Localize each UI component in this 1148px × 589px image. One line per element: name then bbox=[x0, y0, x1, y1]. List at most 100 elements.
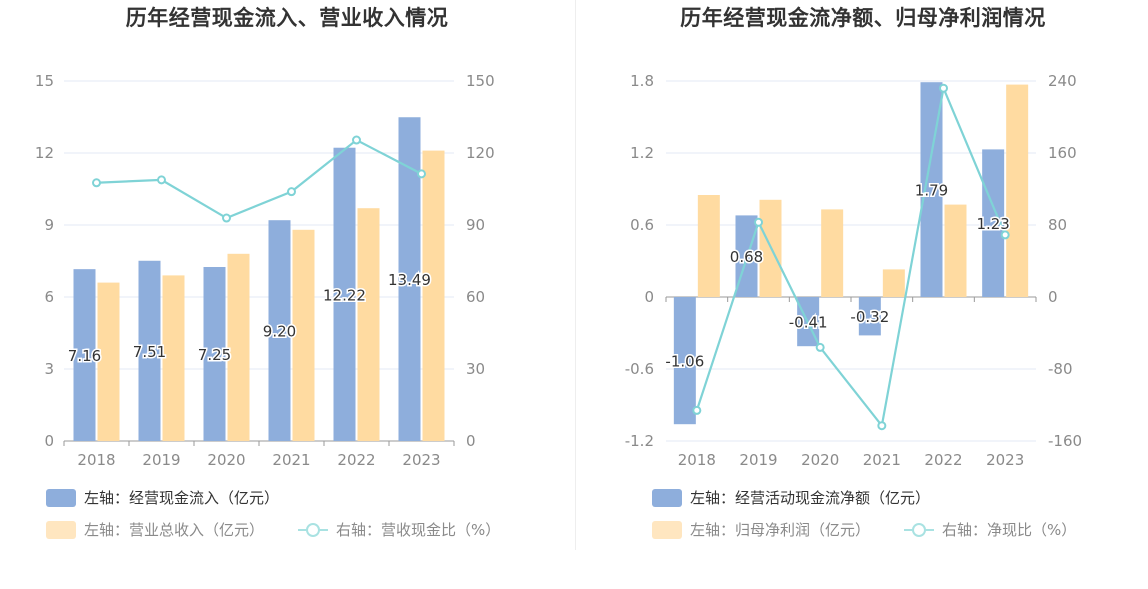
legend-label: 左轴：归母净利润（亿元） bbox=[690, 521, 871, 539]
legend-swatch bbox=[652, 488, 682, 507]
bar-series-1 bbox=[203, 267, 226, 441]
y-right-tick-label: 240 bbox=[1048, 72, 1077, 90]
y-left-tick-label: 9 bbox=[44, 216, 54, 234]
legend-item-net-cash-ratio[interactable]: 右轴：净现比（%） bbox=[904, 519, 1076, 540]
y-left-tick-label: 15 bbox=[35, 72, 54, 90]
bar-series-2 bbox=[357, 208, 380, 441]
x-tick-label: 2023 bbox=[986, 451, 1024, 469]
legend-item-net-cashflow[interactable]: 左轴：经营活动现金流净额（亿元） bbox=[652, 487, 930, 508]
legend-swatch bbox=[46, 520, 76, 539]
chart-panel-cashflow-inflow: 历年经营现金流入、营业收入情况 0 3 6 9 12 15 0 30 60 90 120 150 201… bbox=[35, 6, 500, 540]
legend-label: 右轴：净现比（%） bbox=[942, 521, 1077, 539]
line-point bbox=[352, 135, 361, 145]
y-right-tick-label: 80 bbox=[1048, 216, 1067, 234]
data-label: -0.32 bbox=[850, 308, 889, 326]
data-label: 0.68 bbox=[730, 248, 763, 266]
line-point bbox=[222, 213, 231, 223]
panel-divider bbox=[575, 0, 576, 550]
legend-label: 左轴：经营现金流入（亿元） bbox=[84, 489, 280, 507]
bar-series-1 bbox=[858, 297, 881, 336]
x-tick-label: 2019 bbox=[142, 451, 180, 469]
y-right-tick-label: 0 bbox=[1048, 288, 1058, 306]
legend-line-icon bbox=[298, 521, 328, 539]
line-point bbox=[754, 217, 763, 227]
x-tick-label: 2020 bbox=[801, 451, 839, 469]
x-tick-label: 2022 bbox=[337, 451, 375, 469]
bar-series-2 bbox=[944, 204, 967, 297]
y-left-tick-label: -0.6 bbox=[625, 360, 654, 378]
legend-label: 左轴：营业总收入（亿元） bbox=[84, 521, 265, 539]
data-label: 7.25 bbox=[198, 346, 231, 364]
line-series bbox=[96, 138, 423, 220]
legend-item-net-profit[interactable]: 左轴：归母净利润（亿元） bbox=[652, 519, 870, 540]
y-right-tick-label: 120 bbox=[466, 144, 495, 162]
y-right-tick-label: 0 bbox=[466, 432, 476, 450]
data-label: 1.23 bbox=[976, 215, 1009, 233]
x-tick-label: 2023 bbox=[402, 451, 440, 469]
bar-series-1 bbox=[138, 260, 161, 441]
line-point bbox=[417, 169, 426, 179]
bar-series-1 bbox=[982, 149, 1005, 297]
line-series bbox=[695, 84, 1007, 429]
line-point bbox=[157, 175, 166, 185]
legend-swatch bbox=[652, 520, 682, 539]
bar-series-1 bbox=[268, 220, 291, 441]
x-tick-label: 2018 bbox=[77, 451, 115, 469]
bar-series-2 bbox=[882, 269, 905, 297]
y-left-tick-label: 0 bbox=[44, 432, 54, 450]
bar-series-2 bbox=[821, 209, 844, 297]
data-label: 7.51 bbox=[133, 343, 166, 361]
bar-series-2 bbox=[97, 282, 120, 441]
y-left-tick-label: 3 bbox=[44, 360, 54, 378]
y-left-tick-label: 0 bbox=[644, 288, 654, 306]
chart-title: 历年经营现金流净额、归母净利润情况 bbox=[680, 6, 1046, 30]
bar-series-2 bbox=[422, 150, 445, 441]
bar-series-2 bbox=[162, 275, 185, 441]
x-tick-label: 2020 bbox=[207, 451, 245, 469]
bar-series-2 bbox=[292, 229, 315, 441]
chart-panel-net-cashflow: 历年经营现金流净额、归母净利润情况 -1.2 -0.6 0 0.6 1.2 1.8 -160… bbox=[576, 0, 1148, 589]
bar-series-1 bbox=[73, 269, 96, 441]
chart-plot: -1.2 -0.6 0 0.6 1.2 1.8 -160 -80 0 80 160 240 2018 20… bbox=[625, 72, 1082, 469]
line-point bbox=[287, 187, 296, 197]
data-label: 12.22 bbox=[323, 286, 366, 304]
line-point bbox=[939, 83, 948, 93]
legend-swatch bbox=[46, 488, 76, 507]
y-left-tick-label: 0.6 bbox=[630, 216, 654, 234]
x-tick-label: 2021 bbox=[863, 451, 901, 469]
line-point bbox=[92, 178, 101, 188]
data-label: 13.49 bbox=[388, 271, 431, 289]
y-right-tick-label: 90 bbox=[466, 216, 485, 234]
line-point bbox=[692, 405, 702, 415]
legend-label: 右轴：营收现金比（%） bbox=[336, 521, 501, 539]
data-label: 7.16 bbox=[68, 347, 101, 365]
legend-label: 左轴：经营活动现金流净额（亿元） bbox=[690, 489, 931, 507]
bar-series-2 bbox=[1006, 84, 1029, 297]
y-right-tick-label: -160 bbox=[1048, 432, 1082, 450]
data-label: -0.41 bbox=[789, 314, 828, 332]
y-left-tick-label: 1.2 bbox=[630, 144, 654, 162]
y-right-tick-label: 30 bbox=[466, 360, 485, 378]
bar-series-2 bbox=[697, 195, 720, 297]
y-right-tick-label: 60 bbox=[466, 288, 485, 306]
bar-series-1 bbox=[333, 147, 356, 441]
legend-item-revenue-cash-ratio[interactable]: 右轴：营收现金比（%） bbox=[298, 519, 500, 540]
line-point bbox=[877, 421, 887, 431]
bar-series-2 bbox=[227, 253, 250, 441]
legend-item-cash-inflow[interactable]: 左轴：经营现金流入（亿元） bbox=[46, 487, 279, 508]
x-tick-label: 2021 bbox=[272, 451, 310, 469]
line-point bbox=[1000, 230, 1010, 240]
bar-series-1 bbox=[920, 82, 943, 297]
y-left-tick-label: 1.8 bbox=[630, 72, 654, 90]
data-label: -1.06 bbox=[665, 353, 704, 371]
data-label: 9.20 bbox=[263, 323, 296, 341]
line-point bbox=[815, 342, 825, 352]
data-label: 1.79 bbox=[915, 182, 948, 200]
legend-item-revenue[interactable]: 左轴：营业总收入（亿元） bbox=[46, 519, 264, 540]
x-tick-label: 2018 bbox=[678, 451, 716, 469]
y-left-tick-label: -1.2 bbox=[625, 432, 654, 450]
bar-series-1 bbox=[398, 117, 421, 442]
x-tick-label: 2022 bbox=[924, 451, 962, 469]
y-left-tick-label: 6 bbox=[44, 288, 54, 306]
